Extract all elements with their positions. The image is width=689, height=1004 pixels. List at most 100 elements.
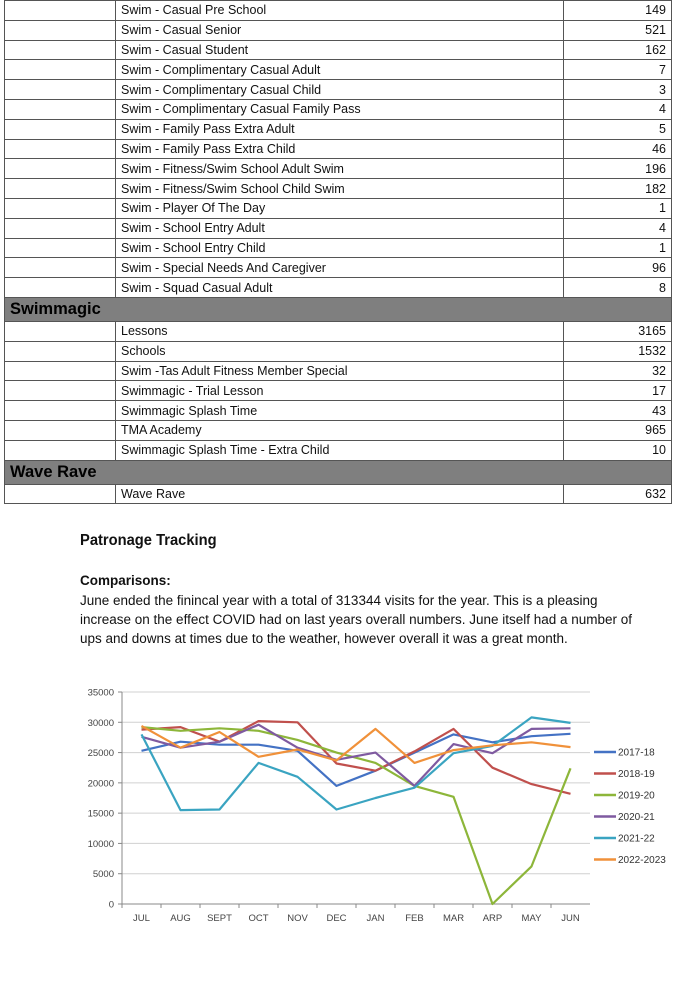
section-row: Swimmagic [4,296,672,322]
x-tick-label: MAY [522,913,543,924]
item-count-cell: 965 [563,419,672,441]
item-name-cell: Swim - Player Of The Day [115,197,564,219]
group-cell [4,419,116,441]
table-row: Swim - Complimentary Casual Adult 7 [4,59,672,81]
table-row: Swim - School Entry Child 1 [4,237,672,259]
item-count-cell: 162 [563,39,672,61]
x-axis: JUL AUG SEPT OCT NOV DEC JAN FEB MAR ARP MAY JUN [121,904,580,924]
item-count-cell: 96 [563,257,672,279]
table-row: TMA Academy 965 [4,419,672,441]
table-row: Swim -Tas Adult Fitness Member Special 32 [4,360,672,382]
table-row: Swim - School Entry Adult 4 [4,217,672,239]
x-tick-label: JAN [367,913,385,924]
series-line-2019-20 [141,726,572,906]
legend-label: 2022-2023 [618,855,666,866]
group-cell [4,178,116,199]
item-name-cell: Schools [115,340,564,362]
x-tick-label: FEB [405,913,423,924]
chart-legend: 2017-18 2018-19 2019-20 2020-21 2021-22 2022-… [594,748,666,866]
y-tick-label: 25000 [88,748,114,759]
item-count-cell: 17 [563,380,672,402]
item-count-cell: 7 [563,59,672,81]
chart-series-lines [140,716,572,906]
item-count-cell: 8 [563,277,672,298]
item-name-cell: Swim - Special Needs And Caregiver [115,257,564,279]
item-name-cell: Swimmagic Splash Time - Extra Child [115,439,564,461]
table-row: Swimmagic - Trial Lesson 17 [4,380,672,402]
table-row: Swim - Family Pass Extra Adult 5 [4,118,672,140]
legend-label: 2018-19 [618,769,655,780]
group-cell [4,237,116,259]
x-tick-label: JUN [561,913,580,924]
item-count-cell: 5 [563,118,672,140]
x-tick-label: JUL [133,913,150,924]
item-name-cell: Swimmagic - Trial Lesson [115,380,564,402]
table-row: Swimmagic Splash Time - Extra Child 10 [4,439,672,461]
report-heading: Patronage Tracking [80,532,217,549]
table-row: Swim - Complimentary Casual Child 3 [4,79,672,100]
section-row: Wave Rave [4,459,672,485]
group-cell [4,257,116,279]
item-name-cell: Swim - Casual Student [115,39,564,61]
item-name-cell: Swim - Complimentary Casual Child [115,79,564,100]
table-row: Swim - Fitness/Swim School Child Swim 182 [4,178,672,199]
group-cell [4,217,116,239]
y-tick-label: 15000 [88,809,114,820]
item-name-cell: TMA Academy [115,419,564,441]
x-tick-label: ARP [483,913,503,924]
table-row: Swim - Fitness/Swim School Adult Swim 196 [4,158,672,180]
group-cell [4,39,116,61]
item-name-cell: Swim - Family Pass Extra Adult [115,118,564,140]
table-row: Swim - Family Pass Extra Child 46 [4,138,672,160]
x-tick-label: AUG [170,913,191,924]
section-title: Swimmagic [4,296,672,322]
y-tick-label: 0 [109,900,114,911]
item-name-cell: Swim - School Entry Adult [115,217,564,239]
group-cell [4,380,116,402]
item-count-cell: 632 [563,483,672,505]
item-count-cell: 1 [563,197,672,219]
item-count-cell: 32 [563,360,672,382]
item-name-cell: Swim - Casual Pre School [115,0,564,21]
item-name-cell: Swim - School Entry Child [115,237,564,259]
item-name-cell: Swim - Fitness/Swim School Adult Swim [115,158,564,180]
legend-label: 2017-18 [618,748,655,759]
item-count-cell: 1532 [563,340,672,362]
item-count-cell: 4 [563,98,672,120]
chart-grid [122,691,590,905]
item-name-cell: Swim - Complimentary Casual Adult [115,59,564,81]
group-cell [4,320,116,342]
legend-label: 2020-21 [618,812,655,823]
item-count-cell: 4 [563,217,672,239]
group-cell [4,340,116,362]
y-tick-label: 20000 [88,778,114,789]
item-count-cell: 43 [563,400,672,421]
group-cell [4,138,116,160]
series-line-2020-21 [141,723,571,788]
table-row: Swim - Special Needs And Caregiver 96 [4,257,672,279]
y-tick-label: 35000 [88,688,114,699]
table-row: Swim - Complimentary Casual Family Pass 4 [4,98,672,120]
table-row: Swim - Casual Pre School 149 [4,0,672,21]
item-count-cell: 182 [563,178,672,199]
item-name-cell: Swim - Fitness/Swim School Child Swim [115,178,564,199]
group-cell [4,439,116,461]
patronage-line-chart: 0 5000 10000 15000 20000 25000 30000 35000 JUL A… [88,688,667,925]
item-count-cell: 149 [563,0,672,21]
series-line-2018-19 [141,719,571,795]
table-row: Swimmagic Splash Time 43 [4,400,672,421]
item-count-cell: 3165 [563,320,672,342]
group-cell [4,158,116,180]
table-row: Wave Rave 632 [4,483,672,505]
table-row: Lessons 3165 [4,320,672,342]
y-tick-label: 5000 [93,869,114,880]
series-line-2021-22 [140,716,571,812]
legend-label: 2021-22 [618,834,655,845]
item-name-cell: Swimmagic Splash Time [115,400,564,421]
group-cell [4,79,116,100]
item-name-cell: Swim -Tas Adult Fitness Member Special [115,360,564,382]
group-cell [4,483,116,505]
table-row: Schools 1532 [4,340,672,362]
item-count-cell: 196 [563,158,672,180]
item-name-cell: Swim - Casual Senior [115,19,564,41]
